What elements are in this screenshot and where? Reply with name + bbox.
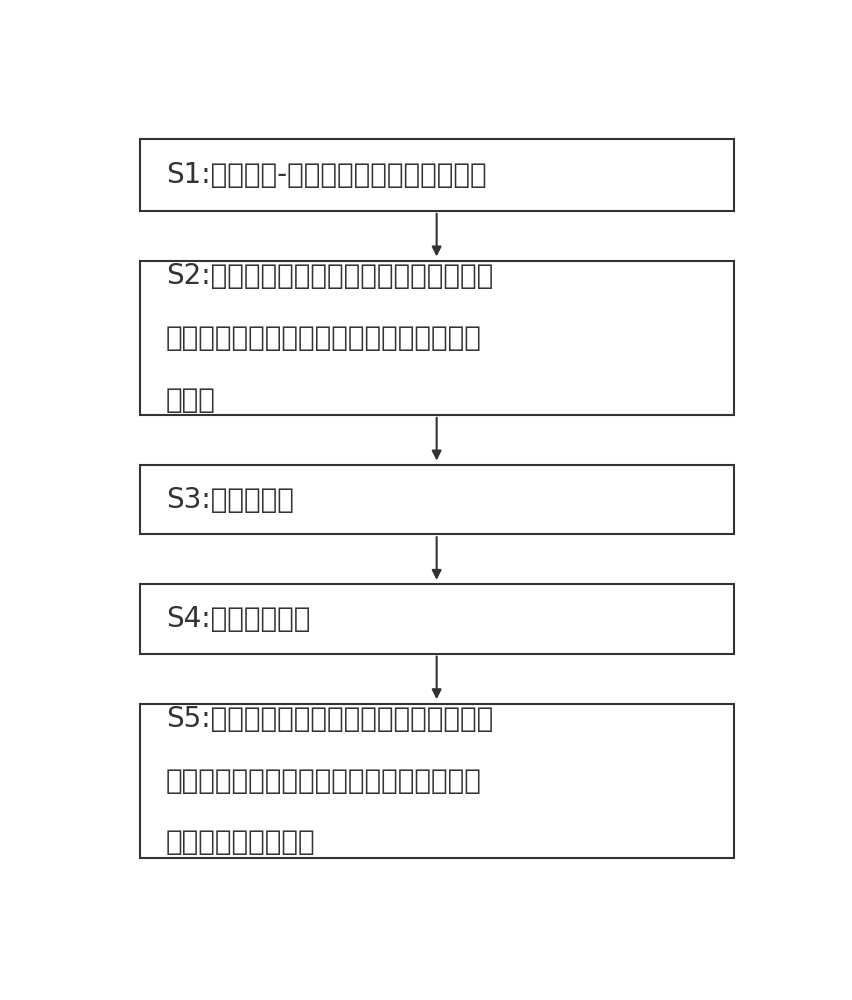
Text: 杆下底面，将喷射混凝土端面胶结在拉伸杆: 杆下底面，将喷射混凝土端面胶结在拉伸杆 <box>166 324 481 352</box>
Bar <box>140 261 734 415</box>
Text: S5:应变数据采集，并基于一维应力波传播: S5:应变数据采集，并基于一维应力波传播 <box>166 705 493 733</box>
Bar <box>140 584 734 654</box>
Bar <box>140 704 734 858</box>
Text: S3:安装应变片: S3:安装应变片 <box>166 486 294 514</box>
Text: 顶面上: 顶面上 <box>166 386 216 414</box>
Bar <box>140 139 734 211</box>
Text: S4:施加冲击荷载: S4:施加冲击荷载 <box>166 605 310 633</box>
Text: 你粘结强度进行计算: 你粘结强度进行计算 <box>166 828 315 856</box>
Bar <box>140 465 734 534</box>
Text: 理论，对不同冲击载荷下喷射混凝土的动态: 理论，对不同冲击载荷下喷射混凝土的动态 <box>166 767 481 795</box>
Text: S1:制作岩石-喷射混凝土组合结构的试件: S1:制作岩石-喷射混凝土组合结构的试件 <box>166 161 486 189</box>
Text: S2:安装试件，将试件岩石端面胶粘在反射: S2:安装试件，将试件岩石端面胶粘在反射 <box>166 262 493 290</box>
